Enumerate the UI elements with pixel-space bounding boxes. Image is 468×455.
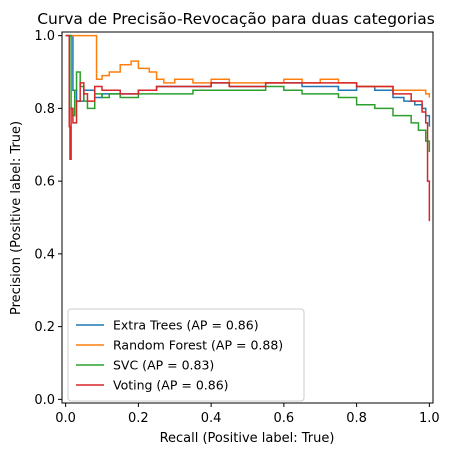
legend-label: Voting (AP = 0.86) — [113, 378, 229, 393]
y-axis-label: Precision (Positive label: True) — [9, 121, 24, 315]
y-tick-label: 1.0 — [34, 29, 55, 44]
chart-title: Curva de Precisão-Revocação para duas ca… — [37, 10, 435, 28]
y-tick-label: 0.2 — [34, 320, 55, 335]
series-line-2 — [65, 34, 431, 153]
legend-box — [67, 308, 305, 402]
x-tick-label: 1.0 — [419, 411, 440, 426]
x-tick-label: 0.4 — [201, 411, 222, 426]
y-tick-label: 0.0 — [34, 393, 55, 408]
legend-label: Random Forest (AP = 0.88) — [113, 338, 283, 353]
x-tick-label: 0.0 — [55, 411, 76, 426]
y-tick-label: 0.8 — [34, 102, 55, 117]
axes-layer: 0.0 0.2 0.4 0.6 0.8 1.0 0.0 0.2 0.4 0.6 0.8 1.0 — [34, 29, 439, 426]
legend: Extra Trees (AP = 0.86) Random Forest (AP… — [67, 308, 305, 402]
axes-frame — [61, 31, 434, 404]
series-layer — [65, 34, 431, 222]
legend-label: Extra Trees (AP = 0.86) — [113, 318, 259, 333]
y-tick-label: 0.6 — [34, 175, 55, 190]
series-line-3 — [65, 34, 431, 222]
x-tick-label: 0.6 — [274, 411, 295, 426]
x-axis-label: Recall (Positive label: True) — [160, 431, 335, 446]
y-tick-label: 0.4 — [34, 247, 55, 262]
legend-label: SVC (AP = 0.83) — [113, 358, 214, 373]
x-tick-label: 0.2 — [128, 411, 149, 426]
x-tick-label: 0.8 — [346, 411, 367, 426]
